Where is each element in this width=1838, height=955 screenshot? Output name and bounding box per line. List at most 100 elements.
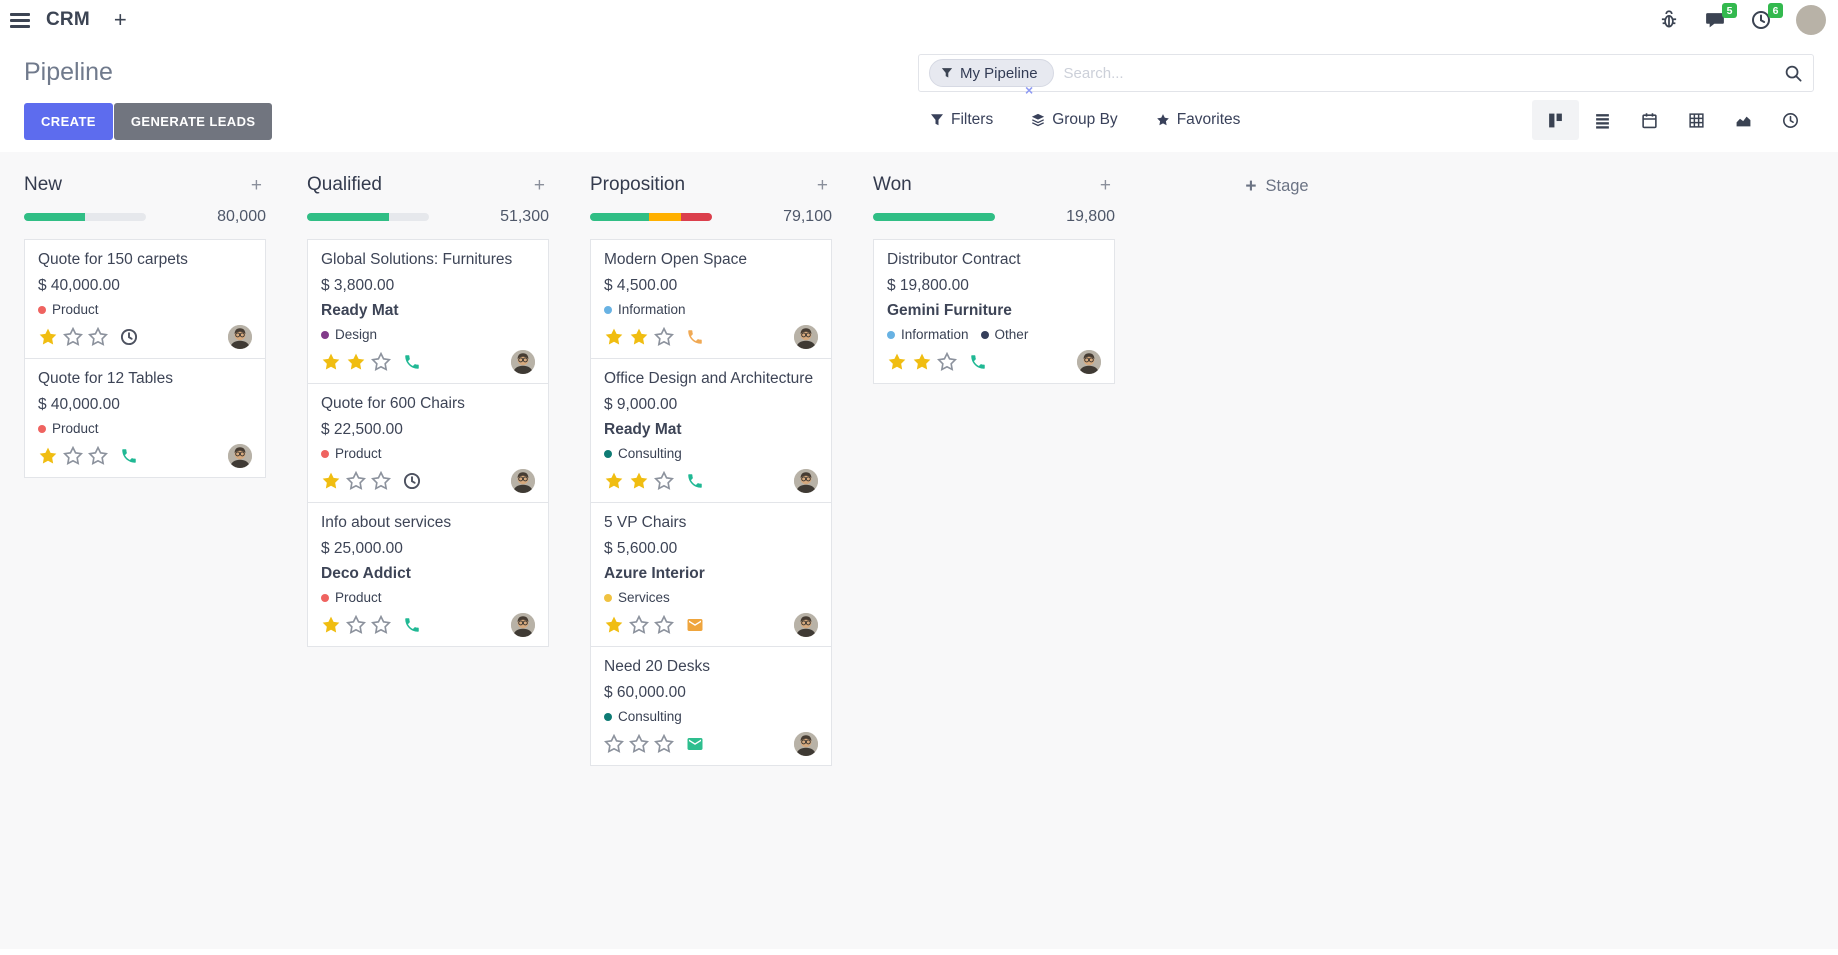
tag-label: Consulting: [618, 709, 682, 724]
star-empty-icon[interactable]: [654, 471, 674, 491]
progress-bar: [590, 213, 712, 221]
star-filled-icon[interactable]: [38, 446, 58, 466]
star-empty-icon[interactable]: [371, 615, 391, 635]
calendar-view-icon[interactable]: [1626, 100, 1673, 140]
star-empty-icon[interactable]: [346, 471, 366, 491]
activities-clock-icon[interactable]: 6: [1750, 3, 1783, 31]
star-empty-icon[interactable]: [371, 471, 391, 491]
star-empty-icon[interactable]: [654, 615, 674, 635]
star-filled-icon[interactable]: [604, 327, 624, 347]
progress-segment[interactable]: [307, 213, 389, 221]
quick-create-button[interactable]: +: [533, 174, 545, 196]
star-filled-icon[interactable]: [912, 352, 932, 372]
create-button[interactable]: CREATE: [24, 103, 113, 140]
star-empty-icon[interactable]: [629, 615, 649, 635]
facet-remove-icon[interactable]: ×: [1025, 82, 1034, 98]
avatar[interactable]: [228, 325, 252, 349]
pivot-view-icon[interactable]: [1673, 100, 1720, 140]
star-empty-icon[interactable]: [63, 327, 83, 347]
debug-bug-icon[interactable]: [1658, 9, 1680, 31]
star-filled-icon[interactable]: [321, 615, 341, 635]
kanban-card[interactable]: Quote for 150 carpets $ 40,000.00 Product: [24, 239, 266, 359]
star-empty-icon[interactable]: [88, 446, 108, 466]
progress-segment[interactable]: [590, 213, 649, 221]
graph-view-icon[interactable]: [1720, 100, 1767, 140]
avatar[interactable]: [511, 613, 535, 637]
avatar[interactable]: [794, 613, 818, 637]
star-filled-icon[interactable]: [604, 471, 624, 491]
star-filled-icon[interactable]: [346, 352, 366, 372]
kanban-card[interactable]: Global Solutions: Furnitures $ 3,800.00 Re…: [307, 239, 549, 384]
kanban-card[interactable]: Info about services $ 25,000.00 Deco Addic…: [307, 502, 549, 647]
kanban-card[interactable]: Modern Open Space $ 4,500.00 Information: [590, 239, 832, 359]
phone-icon[interactable]: [120, 447, 138, 465]
search-input[interactable]: [1063, 64, 1784, 82]
kanban-card[interactable]: Quote for 600 Chairs $ 22,500.00 Product: [307, 383, 549, 503]
kanban-view-icon[interactable]: [1532, 100, 1579, 140]
phone-icon[interactable]: [686, 328, 704, 346]
phone-icon[interactable]: [969, 353, 987, 371]
avatar[interactable]: [794, 469, 818, 493]
search-bar[interactable]: My Pipeline ×: [918, 54, 1814, 97]
filters-button[interactable]: Filters: [930, 111, 993, 129]
messages-icon[interactable]: 5: [1704, 3, 1737, 31]
star-filled-icon[interactable]: [321, 352, 341, 372]
tag-dot: [321, 449, 329, 458]
clock-icon[interactable]: [403, 472, 421, 490]
quick-create-button[interactable]: +: [816, 174, 828, 196]
kanban-card[interactable]: Office Design and Architecture $ 9,000.00…: [590, 358, 832, 503]
avatar[interactable]: [1077, 350, 1101, 374]
progress-segment[interactable]: [648, 213, 682, 221]
avatar[interactable]: [794, 732, 818, 756]
phone-icon[interactable]: [403, 616, 421, 634]
phone-icon[interactable]: [403, 353, 421, 371]
kanban-card[interactable]: 5 VP Chairs $ 5,600.00 Azure Interior Servi…: [590, 502, 832, 647]
avatar[interactable]: [511, 350, 535, 374]
card-tag: Information: [887, 327, 969, 342]
generate-leads-button[interactable]: GENERATE LEADS: [113, 103, 273, 140]
star-empty-icon[interactable]: [654, 734, 674, 754]
search-facet-my-pipeline[interactable]: My Pipeline: [929, 59, 1054, 87]
progress-segment[interactable]: [24, 213, 85, 221]
star-filled-icon[interactable]: [321, 471, 341, 491]
list-view-icon[interactable]: [1579, 100, 1626, 140]
kanban-card[interactable]: Distributor Contract $ 19,800.00 Gemini Fu…: [873, 239, 1115, 384]
apps-menu-icon[interactable]: [10, 12, 30, 28]
group-by-button[interactable]: Group By: [1031, 111, 1118, 129]
star-filled-icon[interactable]: [629, 471, 649, 491]
quick-create-button[interactable]: +: [1099, 174, 1111, 196]
quick-create-button[interactable]: +: [250, 174, 262, 196]
kanban-card[interactable]: Quote for 12 Tables $ 40,000.00 Product: [24, 358, 266, 478]
app-name[interactable]: CRM: [46, 9, 90, 30]
star-empty-icon[interactable]: [88, 327, 108, 347]
clock-icon[interactable]: [120, 328, 138, 346]
mail-icon[interactable]: [686, 616, 704, 634]
star-empty-icon[interactable]: [629, 734, 649, 754]
phone-icon[interactable]: [686, 472, 704, 490]
avatar[interactable]: [794, 325, 818, 349]
progress-segment[interactable]: [873, 213, 995, 221]
user-avatar[interactable]: [1796, 5, 1826, 35]
avatar[interactable]: [511, 469, 535, 493]
favorites-button[interactable]: Favorites: [1156, 111, 1240, 129]
star-filled-icon[interactable]: [629, 327, 649, 347]
avatar[interactable]: [228, 444, 252, 468]
star-filled-icon[interactable]: [887, 352, 907, 372]
search-icon[interactable]: [1784, 64, 1803, 83]
filter-funnel-icon: [941, 68, 953, 78]
star-empty-icon[interactable]: [654, 327, 674, 347]
star-empty-icon[interactable]: [63, 446, 83, 466]
column-header: Qualified +: [307, 174, 549, 196]
star-empty-icon[interactable]: [937, 352, 957, 372]
add-stage-button[interactable]: + Stage: [1156, 174, 1398, 196]
kanban-card[interactable]: Need 20 Desks $ 60,000.00 Consulting: [590, 646, 832, 766]
progress-segment[interactable]: [681, 213, 712, 221]
plus-icon[interactable]: +: [113, 7, 127, 32]
star-filled-icon[interactable]: [38, 327, 58, 347]
star-empty-icon[interactable]: [604, 734, 624, 754]
star-empty-icon[interactable]: [371, 352, 391, 372]
activity-view-icon[interactable]: [1767, 100, 1814, 140]
star-filled-icon[interactable]: [604, 615, 624, 635]
star-empty-icon[interactable]: [346, 615, 366, 635]
mail-icon[interactable]: [686, 735, 704, 753]
